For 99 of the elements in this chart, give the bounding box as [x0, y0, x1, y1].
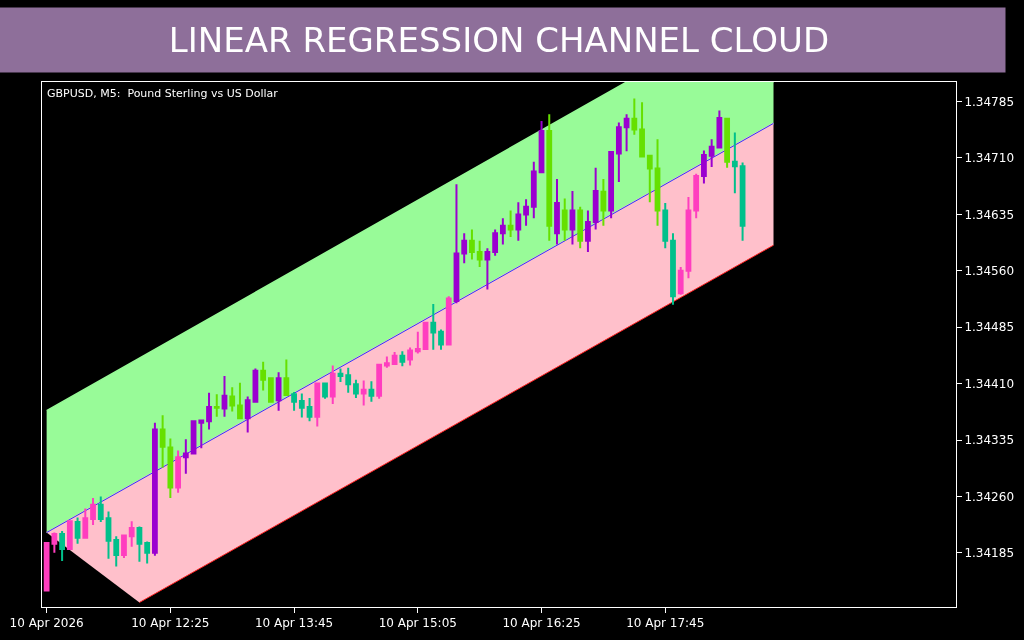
candlestick [569, 190, 576, 246]
candlestick [144, 540, 151, 565]
candlestick [438, 328, 444, 351]
candlestick [136, 525, 143, 563]
candlestick [600, 178, 607, 227]
candlestick [515, 201, 522, 242]
x-tick-label: 10 Apr 2026 [9, 616, 84, 631]
candlestick [469, 228, 475, 261]
candlestick [237, 381, 243, 420]
x-tick-label: 10 Apr 16:25 [502, 616, 581, 631]
candlestick [631, 97, 638, 136]
candlestick [646, 154, 653, 204]
candlestick [267, 376, 274, 403]
candlestick [654, 138, 661, 227]
y-tick-label: 1.34710 [964, 151, 1015, 166]
y-tick-label: 1.34785 [964, 94, 1015, 109]
candlestick [175, 449, 181, 494]
candlestick [206, 391, 212, 431]
candlestick [291, 390, 297, 412]
candlestick [561, 197, 568, 242]
candlestick [244, 395, 251, 434]
candlestick [59, 530, 65, 563]
candlestick [229, 386, 236, 413]
candlestick [585, 209, 591, 253]
candlestick [82, 507, 89, 539]
y-tick-label: 1.34410 [964, 376, 1015, 391]
candlestick [523, 198, 529, 227]
candlestick [360, 379, 367, 407]
candlestick [345, 366, 352, 394]
candlestick [260, 360, 267, 392]
candlestick [128, 520, 135, 548]
candlestick [407, 346, 413, 367]
candlestick [662, 202, 669, 250]
candlestick [105, 510, 112, 560]
candlestick [121, 534, 127, 560]
candlestick [546, 113, 553, 242]
candlestick [399, 350, 406, 368]
y-tick-label: 1.34635 [964, 207, 1015, 222]
text: GBPUSD, M5: Pound Sterling vs US Dollar [47, 87, 279, 100]
candlestick [66, 520, 73, 551]
candlestick [113, 535, 120, 568]
candlestick [724, 117, 731, 169]
candlestick [701, 149, 707, 185]
y-tick-label: 1.34560 [964, 263, 1015, 278]
candlestick [275, 371, 282, 412]
candlestick [306, 396, 313, 423]
candlestick [337, 367, 344, 384]
candlestick [677, 266, 684, 296]
candlestick [592, 166, 599, 231]
candlestick [97, 495, 104, 524]
candlestick [353, 378, 359, 399]
candlestick [445, 295, 452, 346]
candlestick [507, 209, 514, 238]
candlestick [530, 160, 537, 220]
candlestick [484, 247, 491, 291]
candlestick [383, 355, 390, 369]
candlestick [538, 120, 545, 174]
candlestick [554, 178, 560, 246]
y-tick-label: 1.34185 [964, 546, 1015, 561]
candlestick [476, 239, 483, 269]
candlestick [639, 101, 645, 158]
x-tick-label: 10 Apr 13:45 [254, 616, 334, 631]
candlestick [182, 438, 189, 475]
candlestick [368, 380, 375, 403]
y-tick-label: 1.34485 [964, 320, 1015, 335]
candlestick [283, 358, 290, 396]
y-tick-label: 1.34260 [964, 489, 1015, 504]
candlestick [298, 392, 305, 419]
candlestick [615, 121, 622, 184]
candlestick [685, 196, 692, 280]
candlestick [577, 205, 584, 250]
y-tick-label: 1.34335 [964, 433, 1015, 448]
x-tick-label: 10 Apr 15:05 [378, 616, 457, 631]
candlestick [608, 150, 615, 220]
candlestick [414, 330, 421, 355]
candlestick [461, 232, 468, 265]
candlestick [74, 516, 81, 545]
candlestick [314, 382, 321, 428]
candlestick [221, 375, 228, 418]
candlestick [453, 183, 460, 305]
candlestick [391, 351, 398, 366]
candlestick [329, 364, 336, 405]
candlestick [492, 228, 499, 257]
candlestick [90, 496, 96, 527]
chart-title: LINEAR REGRESSION CHANNEL CLOUD [168, 20, 830, 60]
candlestick [322, 381, 328, 400]
candlestick [670, 232, 676, 306]
candlestick [693, 172, 700, 220]
candlestick [376, 363, 383, 400]
candlestick [430, 302, 437, 351]
x-tick-label: 10 Apr 12:25 [131, 616, 210, 631]
candlestick [739, 161, 746, 242]
candlestick [198, 419, 205, 450]
candlestick [731, 131, 738, 195]
candlestick [623, 113, 630, 153]
candlestick [213, 393, 220, 418]
candlestick [152, 421, 158, 557]
candlestick [499, 217, 506, 246]
x-tick-label: 10 Apr 17:45 [626, 616, 705, 631]
